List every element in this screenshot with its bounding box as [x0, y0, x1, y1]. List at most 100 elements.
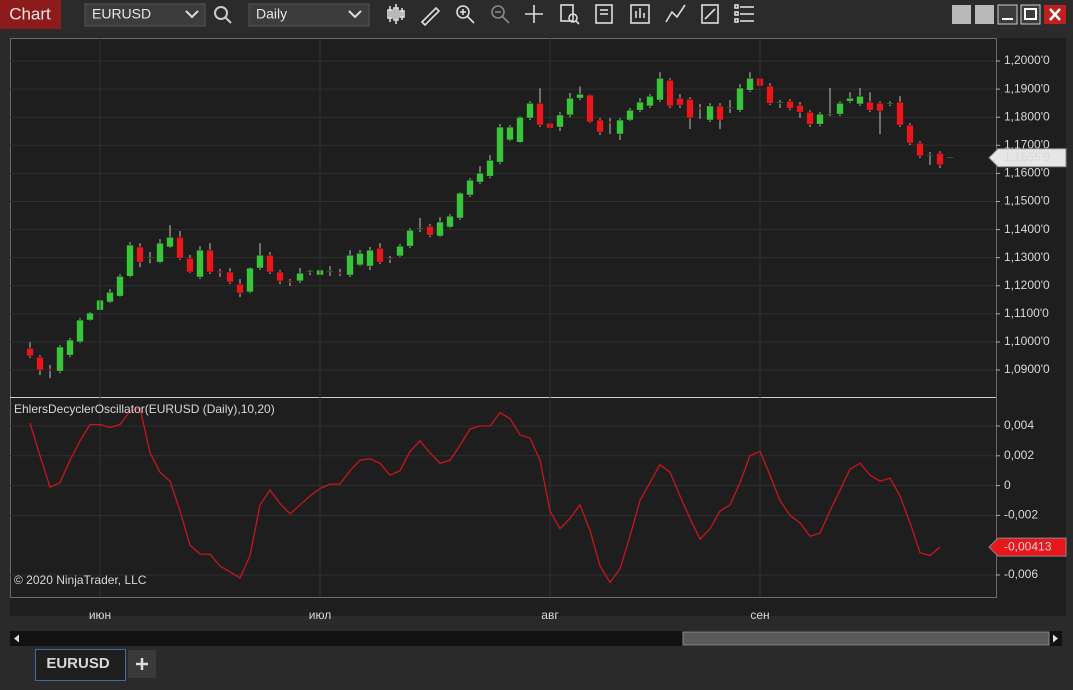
candle-body	[146, 257, 154, 259]
candle-body	[726, 107, 734, 109]
candle-body	[286, 280, 294, 283]
candle-body	[786, 100, 794, 109]
candle-body	[366, 249, 374, 267]
candle-body	[376, 247, 384, 263]
add-tab-glyph	[136, 658, 148, 670]
candle-body	[216, 270, 224, 273]
x-tick-label: сен	[750, 608, 769, 622]
candle-body	[426, 225, 434, 236]
candle-body	[496, 126, 504, 163]
templates-icon[interactable]	[701, 4, 719, 24]
properties-icon[interactable]	[595, 4, 613, 24]
y-tick-label: 1,1900'0	[1004, 81, 1050, 95]
toolbar-icons	[387, 4, 754, 27]
interval-selector[interactable]	[248, 3, 370, 27]
candle-body	[556, 114, 564, 128]
candle-body	[876, 102, 884, 112]
scrollbar-thumb[interactable]	[682, 631, 1050, 646]
candle-body	[206, 249, 214, 273]
candle-body	[476, 172, 484, 183]
panel-border	[10, 38, 997, 598]
candle-body	[536, 102, 544, 126]
candle-body	[486, 159, 494, 177]
bar-type-icon[interactable]	[387, 4, 405, 24]
candle-body	[776, 102, 784, 104]
minimize-button[interactable]	[997, 4, 1018, 25]
scroll-left[interactable]	[14, 634, 19, 643]
candle-body	[666, 79, 674, 107]
candle-body	[166, 236, 174, 248]
candle-body	[116, 275, 124, 297]
scroll-right[interactable]	[1053, 634, 1058, 643]
candle-body	[686, 98, 694, 119]
candle-body	[846, 97, 854, 102]
y-tick-label: 1,1200'0	[1004, 278, 1050, 292]
candle-body	[246, 267, 254, 293]
y-tick-label: 0	[1004, 478, 1011, 492]
zoom-in-icon[interactable]	[456, 5, 475, 24]
y-tick-label: 1,1300'0	[1004, 250, 1050, 264]
candle-body	[176, 236, 184, 259]
candle-body	[416, 227, 424, 230]
search-icon[interactable]	[214, 6, 232, 24]
dropdown-arrow	[348, 10, 362, 19]
candle-body	[826, 113, 834, 116]
candle-body	[186, 257, 194, 273]
maximize-button[interactable]	[1020, 4, 1041, 25]
last-value-tag	[988, 537, 1067, 557]
maximize-glyph	[1024, 8, 1037, 20]
instrument-selector[interactable]	[84, 3, 206, 27]
candle-body	[626, 109, 634, 121]
y-tick-label: 1,1600'0	[1004, 166, 1050, 180]
candle-body	[406, 229, 414, 247]
tab-bar	[0, 648, 1073, 690]
candle-body	[106, 291, 114, 303]
candle-body	[916, 142, 924, 157]
draw-icon[interactable]	[420, 6, 441, 27]
candle-body	[926, 154, 934, 156]
candle-body	[346, 254, 354, 276]
last-value-tag	[988, 148, 1067, 168]
candle-body	[646, 95, 654, 107]
y-tick-label: 1,1500'0	[1004, 194, 1050, 208]
crosshair-icon[interactable]	[525, 5, 543, 23]
zoom-out-icon[interactable]	[491, 5, 510, 24]
last-value-label: -0,00413	[1004, 539, 1052, 553]
window-button[interactable]	[975, 5, 994, 24]
candle-body	[596, 119, 604, 133]
tab[interactable]	[35, 649, 126, 681]
candle-body	[336, 272, 344, 274]
candle-body	[936, 152, 944, 166]
chart-background	[10, 38, 1066, 616]
y-tick-label: 1,1100'0	[1004, 306, 1049, 320]
candle-body	[446, 215, 454, 228]
tab-label: EURUSD	[46, 655, 110, 672]
candle-body	[326, 270, 334, 272]
data-box-icon[interactable]	[560, 4, 580, 25]
dropdown-arrow	[185, 10, 199, 19]
candle-body	[816, 113, 824, 125]
candle-body	[66, 339, 74, 356]
candle-body	[606, 121, 614, 124]
candle-body	[706, 105, 714, 121]
candle-body	[526, 102, 534, 119]
interval-name: Daily	[256, 6, 287, 22]
candle-body	[586, 94, 594, 123]
candle-body	[636, 101, 644, 111]
menu-icon[interactable]	[734, 4, 754, 23]
candle-body	[506, 126, 514, 141]
x-tick-label: июн	[89, 608, 111, 622]
candle-body	[676, 97, 684, 106]
candle-body	[836, 102, 844, 115]
candle-body	[866, 101, 874, 111]
candle-body	[386, 257, 394, 260]
strategies-icon[interactable]	[630, 4, 650, 24]
candle-body	[656, 77, 664, 101]
window-button[interactable]	[952, 5, 971, 24]
candle-body	[36, 356, 44, 371]
y-tick-label: 1,0900'0	[1004, 362, 1050, 376]
candle-body	[296, 272, 304, 282]
x-tick-label: авг	[541, 608, 559, 622]
indicators-icon[interactable]	[665, 4, 686, 23]
